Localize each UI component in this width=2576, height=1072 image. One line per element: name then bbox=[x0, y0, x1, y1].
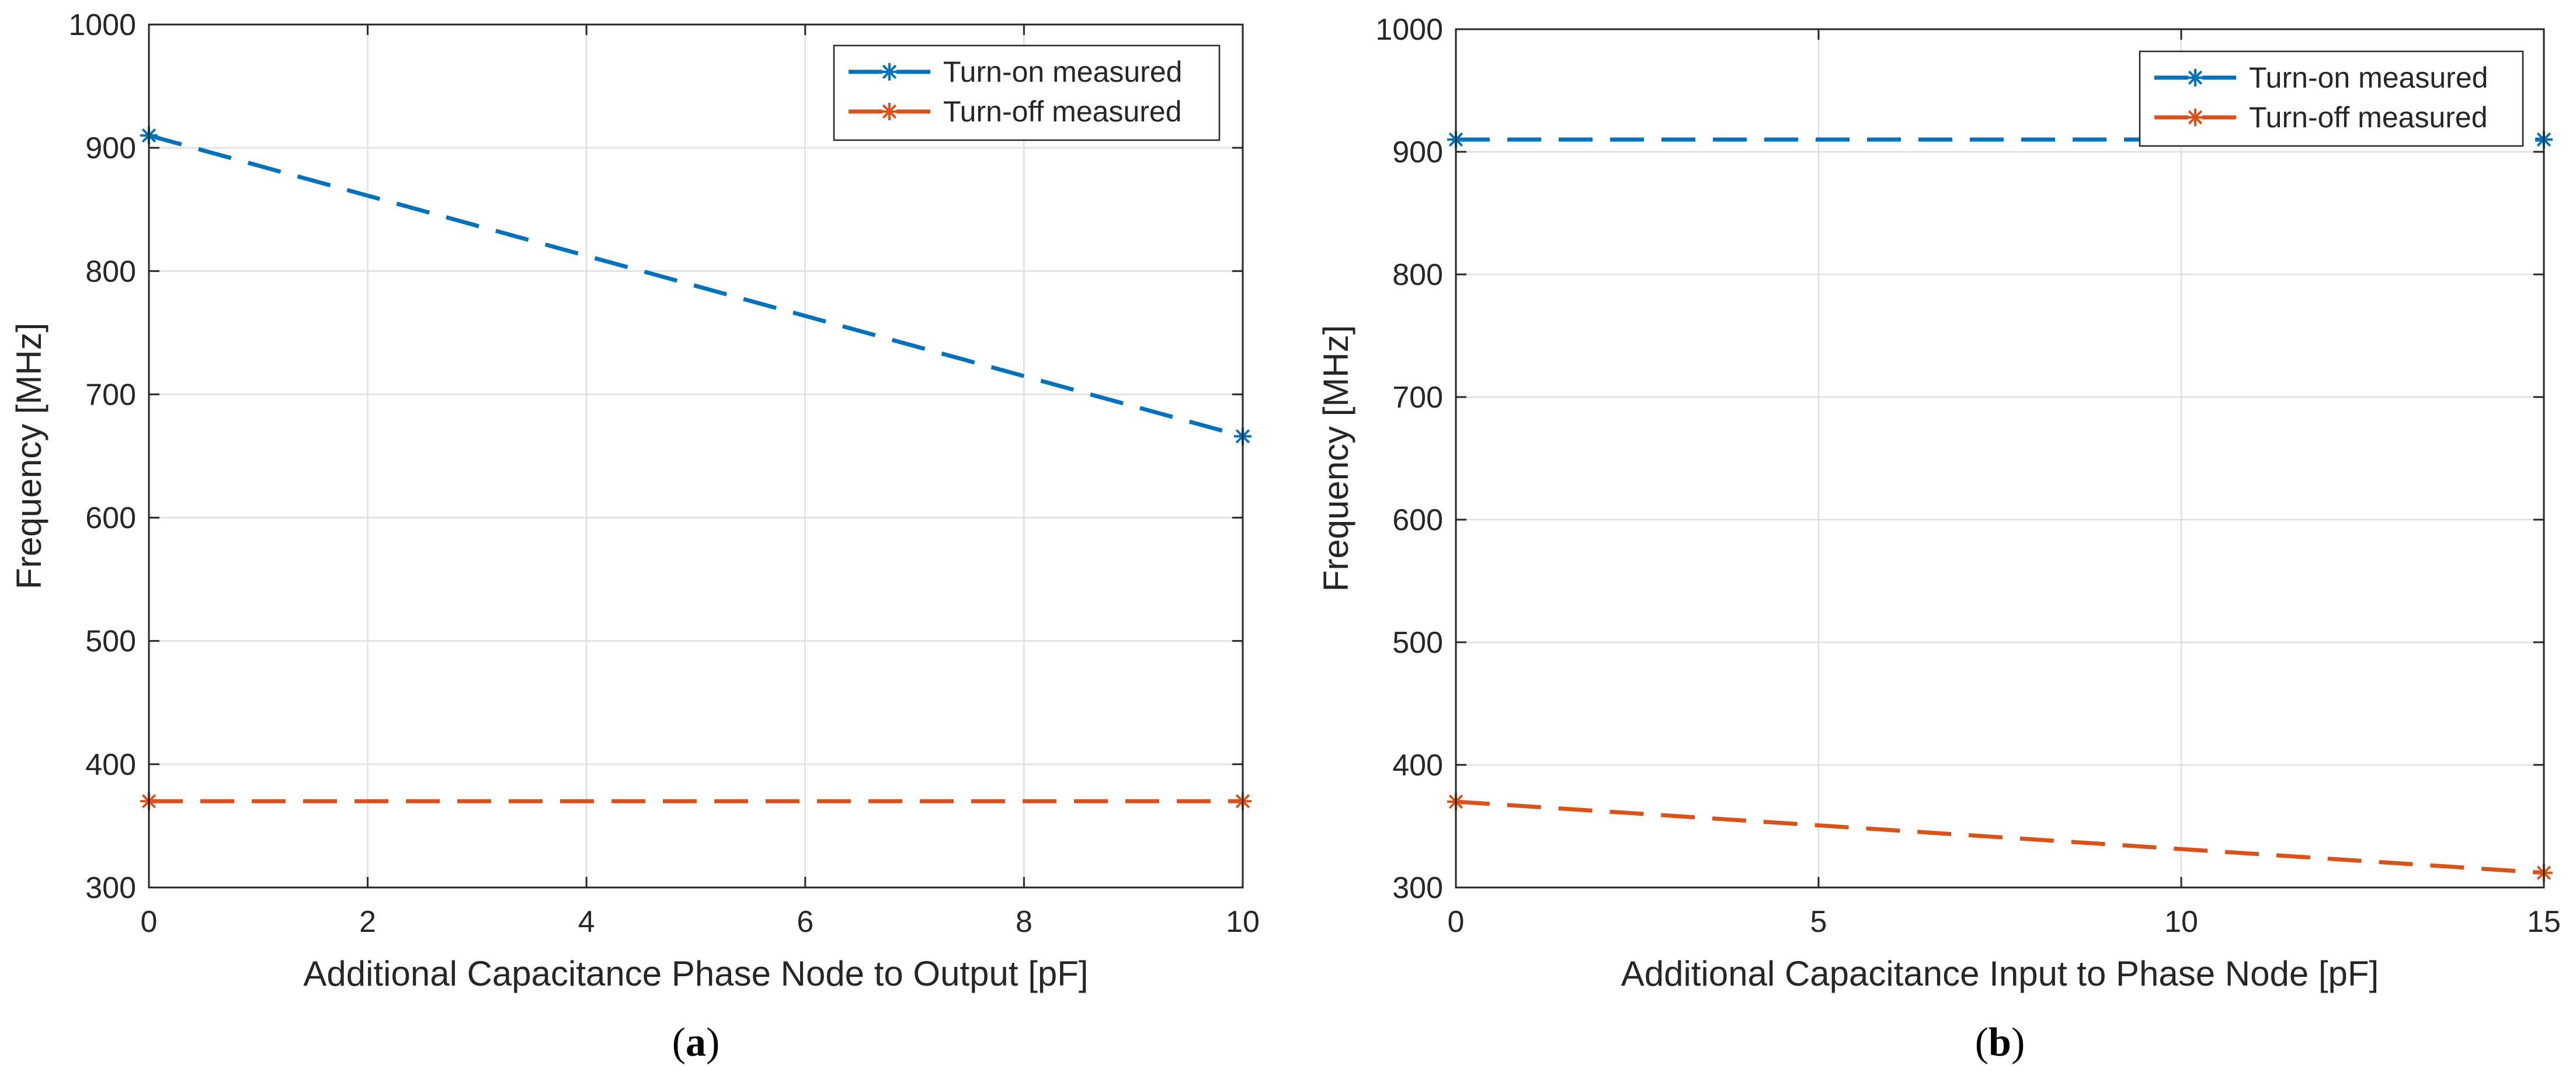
x-tick-label: 15 bbox=[2527, 905, 2561, 939]
chart-panel-a: 0 2 4 6 8 10 300 400 500 600 700 800 900 1000 Addition… bbox=[9, 8, 1260, 1065]
axes-frame bbox=[148, 23, 1244, 889]
legend-item: Turn-off measured bbox=[849, 95, 1182, 128]
series-line bbox=[1455, 799, 2544, 875]
x-tick-label: 6 bbox=[797, 905, 814, 939]
y-tick-label: 800 bbox=[1392, 258, 1443, 292]
y-axis-label: Frequency [MHz] bbox=[1316, 325, 1355, 592]
y-tick-label: 300 bbox=[85, 871, 136, 905]
plot-area bbox=[149, 25, 1243, 887]
legend-marker bbox=[2186, 109, 2204, 126]
legend-item: Turn-off measured bbox=[2154, 101, 2488, 134]
axes-frame bbox=[1455, 28, 2545, 889]
legend: Turn-on measured Turn-off measured bbox=[833, 44, 1221, 141]
legend-marker bbox=[2186, 69, 2204, 86]
legend-label: Turn-on measured bbox=[2249, 61, 2488, 94]
legend: Turn-on measured Turn-off measured bbox=[2139, 50, 2524, 147]
legend-marker bbox=[881, 103, 898, 120]
y-tick-label: 700 bbox=[85, 378, 136, 412]
legend-label: Turn-on measured bbox=[943, 55, 1182, 88]
y-tick-label: 400 bbox=[1392, 749, 1443, 782]
panel-caption: (a) bbox=[672, 1020, 720, 1065]
x-axis-label: Additional Capacitance Phase Node to Out… bbox=[303, 954, 1088, 993]
y-tick-label: 1000 bbox=[1375, 13, 1443, 47]
legend-item: Turn-on measured bbox=[2154, 61, 2488, 94]
legend-box bbox=[833, 44, 1221, 141]
plot-area bbox=[1456, 29, 2544, 887]
panel-caption: (b) bbox=[1975, 1020, 2025, 1065]
legend-marker bbox=[881, 63, 898, 81]
y-tick-label: 700 bbox=[1392, 381, 1443, 415]
y-axis-label: Frequency [MHz] bbox=[9, 323, 48, 590]
y-tick-label: 1000 bbox=[68, 8, 136, 42]
x-tick-label: 5 bbox=[1810, 905, 1827, 939]
y-tick-label: 400 bbox=[85, 748, 136, 782]
y-tick-label: 500 bbox=[1392, 626, 1443, 660]
x-tick-label: 2 bbox=[359, 905, 376, 939]
y-tick-label: 600 bbox=[85, 502, 136, 535]
y-tick-label: 300 bbox=[1392, 871, 1443, 905]
x-tick-label: 0 bbox=[1448, 905, 1465, 939]
x-tick-label: 10 bbox=[2164, 905, 2198, 939]
x-tick-label: 10 bbox=[1226, 905, 1260, 939]
legend-label: Turn-off measured bbox=[943, 95, 1182, 128]
y-tick-label: 900 bbox=[85, 131, 136, 165]
legend-label: Turn-off measured bbox=[2249, 101, 2488, 134]
x-tick-label: 0 bbox=[141, 905, 158, 939]
y-tick-label: 600 bbox=[1392, 503, 1443, 537]
x-tick-label: 4 bbox=[578, 905, 595, 939]
x-tick-label: 8 bbox=[1016, 905, 1033, 939]
legend-box bbox=[2139, 50, 2524, 147]
legend-item: Turn-on measured bbox=[849, 55, 1182, 88]
chart-panel-b: 0 5 10 15 300 400 500 600 700 800 900 1000 Additiona… bbox=[1316, 13, 2561, 1065]
y-tick-label: 800 bbox=[85, 255, 136, 288]
y-tick-label: 500 bbox=[85, 625, 136, 659]
y-tick-label: 900 bbox=[1392, 135, 1443, 169]
x-axis-label: Additional Capacitance Input to Phase No… bbox=[1621, 954, 2379, 993]
series-line bbox=[148, 133, 1243, 438]
